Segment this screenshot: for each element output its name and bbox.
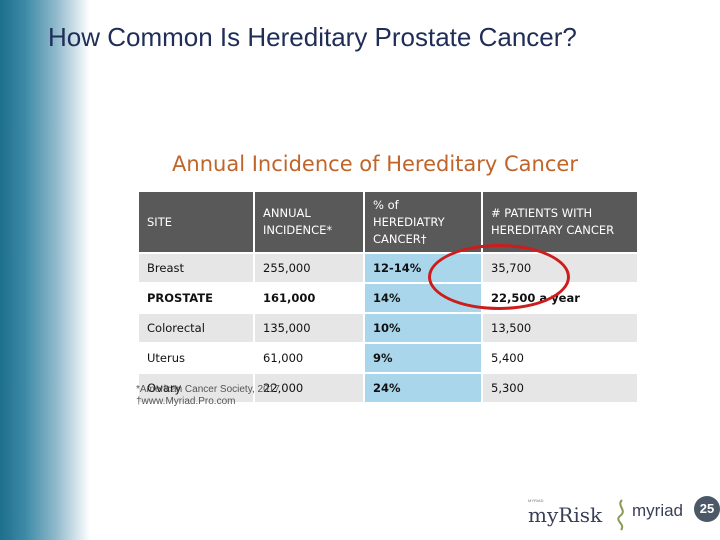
table-row: Ovary 22,000 24% 5,300: [139, 374, 639, 402]
table-row: Colorectal 135,000 10% 13,500: [139, 314, 639, 342]
cell-incidence: 22,000: [255, 374, 365, 402]
header-patients-hereditary: # PATIENTS WITH HEREDITARY CANCER: [483, 192, 639, 252]
cell-site: Colorectal: [139, 314, 255, 342]
anniversary-badge: 25: [694, 496, 720, 522]
cell-percent: 9%: [365, 344, 483, 372]
myriad-swirl-icon: [617, 499, 624, 531]
header-percent-hereditary: % of HEREDIATRY CANCER†: [365, 192, 483, 252]
slide-title: How Common Is Hereditary Prostate Cancer…: [48, 22, 577, 52]
logo-area: MYRIAD myRisk myriad 25: [528, 494, 720, 536]
highlight-circle: [428, 244, 570, 310]
myrisk-logo-text: myRisk: [528, 503, 603, 527]
myriad-logo-text: myriad: [632, 501, 684, 520]
myrisk-logo: MYRIAD myRisk: [528, 498, 606, 532]
myrisk-logo-top-text: MYRIAD: [528, 498, 544, 503]
cell-site: Uterus: [139, 344, 255, 372]
myriad-logo: myriad 25: [612, 496, 720, 534]
cell-incidence: 255,000: [255, 254, 365, 282]
incidence-table: SITE ANNUAL INCIDENCE* % of HEREDIATRY C…: [139, 190, 639, 404]
cell-patients: 5,300: [483, 374, 639, 402]
cell-percent: 24%: [365, 374, 483, 402]
footnote-acs: *American Cancer Society, 2017: [136, 384, 280, 395]
cell-site: PROSTATE: [139, 284, 255, 312]
header-annual-incidence: ANNUAL INCIDENCE*: [255, 192, 365, 252]
footnotes: *American Cancer Society, 2017 †www.Myri…: [136, 384, 280, 408]
cell-patients: 13,500: [483, 314, 639, 342]
table-row: Uterus 61,000 9% 5,400: [139, 344, 639, 372]
cell-site: Ovary: [139, 374, 255, 402]
cell-incidence: 161,000: [255, 284, 365, 312]
cell-patients: 5,400: [483, 344, 639, 372]
footnote-myriad: †www.Myriad.Pro.com: [136, 396, 236, 407]
cell-site: Breast: [139, 254, 255, 282]
cell-incidence: 135,000: [255, 314, 365, 342]
table-title: Annual Incidence of Hereditary Cancer: [172, 152, 578, 176]
cell-percent: 10%: [365, 314, 483, 342]
cell-incidence: 61,000: [255, 344, 365, 372]
header-site: SITE: [139, 192, 255, 252]
left-gradient-band: [0, 0, 90, 540]
table-header-row: SITE ANNUAL INCIDENCE* % of HEREDIATRY C…: [139, 192, 639, 252]
